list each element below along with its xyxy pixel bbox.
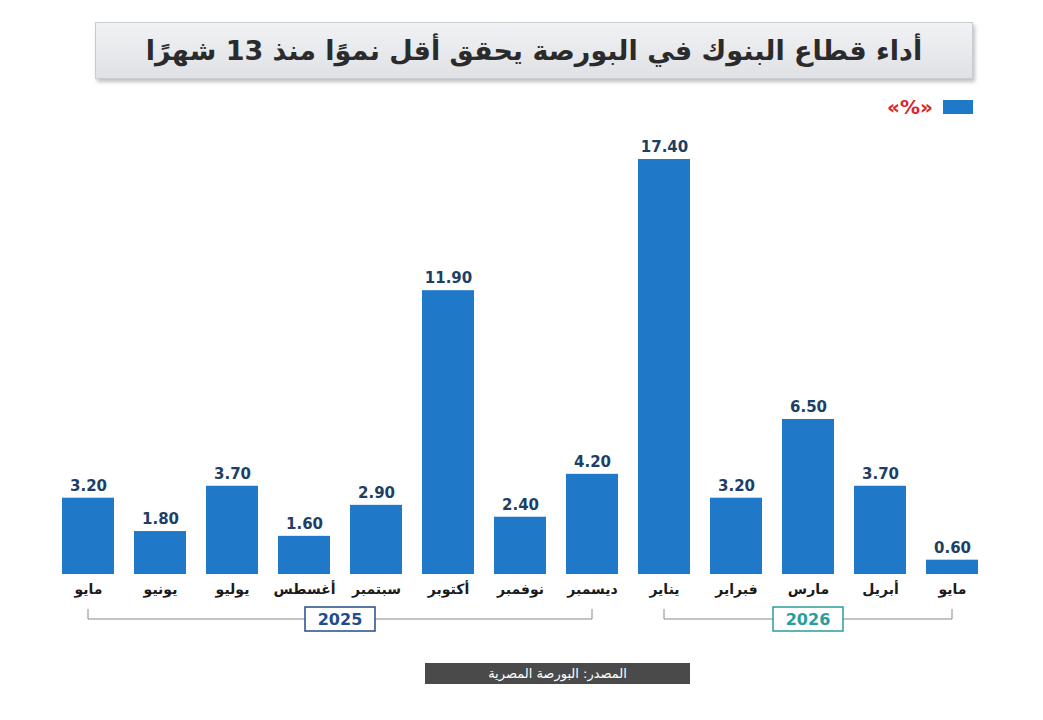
svg-text:نوفمبر: نوفمبر [496, 581, 544, 598]
svg-text:2026: 2026 [786, 610, 831, 629]
svg-text:17.40: 17.40 [641, 138, 688, 156]
html-text:أداء قطاع البنوك في البورصة يح: أداء قطاع البنوك في البورصة يحقق أقل نمو… [145, 35, 923, 66]
svg-text:4.20: 4.20 [574, 453, 611, 471]
svg-text:ديسمبر: ديسمبر [566, 581, 618, 598]
svg-text:2025: 2025 [318, 610, 363, 629]
svg-text:أغسطس: أغسطس [273, 580, 335, 597]
svg-text:أبريل: أبريل [862, 580, 899, 598]
svg-text:1.60: 1.60 [286, 515, 323, 533]
svg-text:فبراير: فبراير [714, 581, 757, 598]
svg-text:3.70: 3.70 [862, 465, 899, 483]
svg-text:2.90: 2.90 [358, 484, 395, 502]
svg-text:مارس: مارس [788, 581, 829, 597]
svg-text:أكتوبر: أكتوبر [427, 580, 469, 598]
svg-text:2.40: 2.40 [502, 496, 539, 514]
svg-text:سبتمبر: سبتمبر [351, 581, 401, 598]
svg-text:يناير: يناير [648, 581, 679, 598]
svg-text:يوليو: يوليو [215, 581, 250, 598]
svg-text:0.60: 0.60 [934, 539, 971, 557]
svg-text:1.80: 1.80 [142, 510, 179, 528]
svg-text:مايو: مايو [74, 581, 103, 598]
svg-text:مايو: مايو [938, 581, 967, 598]
html-text:المصدر: البورصة المصرية: المصدر: البورصة المصرية [488, 666, 627, 681]
svg-text:3.20: 3.20 [70, 477, 107, 495]
svg-text:6.50: 6.50 [790, 398, 827, 416]
svg-text:يونيو: يونيو [143, 581, 178, 598]
svg-text:3.20: 3.20 [718, 477, 755, 495]
svg-text:11.90: 11.90 [425, 269, 472, 287]
svg-text:3.70: 3.70 [214, 465, 251, 483]
